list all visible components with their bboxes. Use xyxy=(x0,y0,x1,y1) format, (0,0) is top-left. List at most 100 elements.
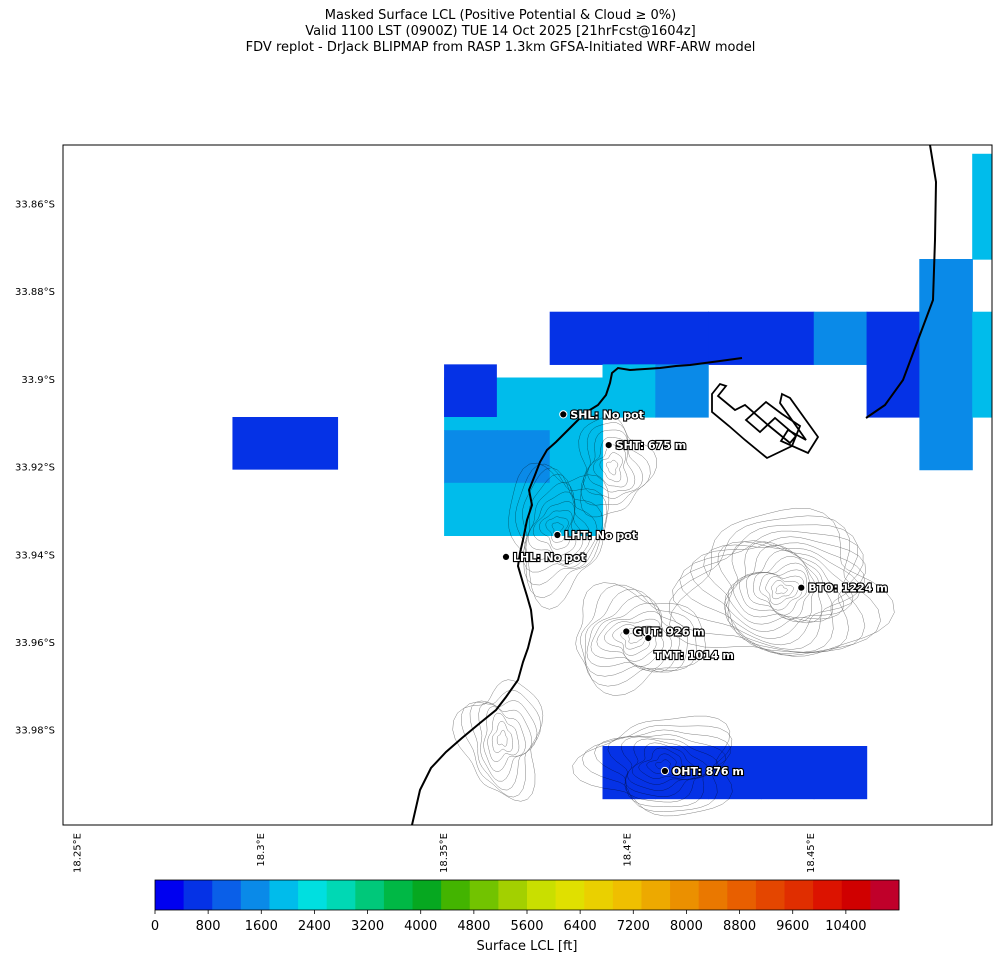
terrain-contour xyxy=(469,700,538,791)
colorbar-tick-label: 7200 xyxy=(617,919,650,934)
map-area[interactable] xyxy=(63,145,1001,962)
lcl-cell xyxy=(444,430,498,484)
colorbar-swatch xyxy=(641,880,671,910)
lcl-cell xyxy=(814,957,867,962)
terrain-contour xyxy=(515,463,608,599)
colorbar-swatch xyxy=(298,880,328,910)
colorbar-tick-label: 10400 xyxy=(825,919,866,934)
station-marker[interactable]: SHT: 675 m xyxy=(604,438,687,453)
lcl-cell xyxy=(655,957,708,962)
terrain-contour xyxy=(572,715,733,817)
lat-tick-label: 33.9°S xyxy=(21,375,55,386)
station-marker[interactable]: BTO: 1224 m xyxy=(797,581,889,596)
lcl-cell xyxy=(496,377,551,431)
station-dot xyxy=(660,766,670,776)
lon-tick-label: 18.3°E xyxy=(256,833,267,867)
harbour-basin xyxy=(779,392,820,455)
terrain-contour xyxy=(668,515,881,656)
terrain-contour xyxy=(496,729,508,747)
lcl-cell xyxy=(919,851,972,904)
colorbar-swatch xyxy=(383,880,414,910)
station-label: OHT: 876 m xyxy=(672,765,744,778)
colorbar-swatch xyxy=(355,880,385,910)
terrain-contour xyxy=(604,618,661,662)
terrain-contour xyxy=(717,541,861,646)
colorbar-swatch xyxy=(555,880,585,910)
lon-tick-label: 18.35°E xyxy=(439,833,450,873)
station-markers: SHL: No pot SHT: 675 m LHT: No pot LHL: No … xyxy=(501,407,889,779)
terrain-contour xyxy=(612,624,657,656)
terrain-contour xyxy=(723,540,854,640)
east-coastline xyxy=(865,145,938,419)
colorbar-swatch xyxy=(441,880,471,910)
station-label: LHT: No pot xyxy=(564,529,637,542)
colorbar-swatch xyxy=(469,880,499,910)
lcl-cell xyxy=(813,746,868,800)
terrain-contour xyxy=(646,753,678,776)
station-label: TMT: 1014 m xyxy=(654,649,734,662)
lat-tick-label: 33.92°S xyxy=(15,463,55,474)
colorbar-swatch xyxy=(155,880,185,910)
terrain-contour xyxy=(746,562,812,620)
terrain-contour xyxy=(581,725,733,812)
colorbar-swatch xyxy=(870,880,900,910)
terrain-contour xyxy=(669,507,895,657)
lcl-cell xyxy=(867,904,920,957)
terrain-contour xyxy=(452,679,544,802)
lcl-cell xyxy=(708,311,815,365)
terrain-contour xyxy=(580,584,697,687)
terrain-contour xyxy=(575,582,706,696)
terrain-contour xyxy=(703,542,865,650)
terrain-contour xyxy=(690,536,866,653)
terrain-contour xyxy=(487,712,520,762)
station-marker[interactable]: TMT: 1014 m xyxy=(644,634,735,663)
station-label: SHL: No pot xyxy=(570,408,644,421)
lcl-cell xyxy=(496,430,551,484)
lcl-cell xyxy=(444,364,497,417)
colorbar-swatch xyxy=(755,880,786,910)
lcl-cell xyxy=(655,364,709,418)
station-marker[interactable]: OHT: 876 m xyxy=(660,764,745,779)
lcl-cell xyxy=(813,311,868,365)
terrain-contour xyxy=(627,632,643,644)
station-marker[interactable]: SHL: No pot xyxy=(559,407,645,422)
station-dot xyxy=(501,552,511,562)
terrain-contour xyxy=(753,569,808,616)
station-marker[interactable]: LHL: No pot xyxy=(501,550,587,565)
station-marker[interactable]: GUT: 926 m xyxy=(622,624,706,640)
colorbar-swatch xyxy=(269,880,299,910)
colorbar-swatch xyxy=(498,880,528,910)
terrain-contour xyxy=(584,589,688,677)
lcl-grid-cells xyxy=(232,153,1001,962)
lat-tick-label: 33.94°S xyxy=(15,550,55,561)
lat-tick-label: 33.88°S xyxy=(15,287,55,298)
terrain-contour xyxy=(478,702,532,782)
map-title-line2: Valid 1100 LST (0900Z) TUE 14 Oct 2025 [… xyxy=(305,24,696,39)
lcl-cell xyxy=(972,904,1001,957)
station-marker[interactable]: LHT: No pot xyxy=(553,528,638,543)
terrain-contour xyxy=(461,689,542,798)
harbour-breakwater xyxy=(711,382,802,460)
map-frame xyxy=(62,144,993,826)
terrain-contour xyxy=(596,611,664,667)
terrain-contour xyxy=(775,584,788,595)
terrain-contour xyxy=(631,742,699,785)
lon-tick-label: 18.45°E xyxy=(806,833,817,873)
colorbar-tick-label: 3200 xyxy=(351,919,384,934)
lcl-cell xyxy=(549,311,709,365)
terrain-contour xyxy=(522,473,598,573)
terrain-contour xyxy=(508,462,610,610)
colorbar-tick-label: 800 xyxy=(196,919,221,934)
station-dot xyxy=(797,583,806,592)
lat-tick-label: 33.98°S xyxy=(15,726,55,737)
colorbar-swatch xyxy=(841,880,871,910)
lcl-cell xyxy=(919,957,972,962)
longitude-axis: 18.25°E 18.3°E 18.35°E 18.4°E 18.45°E xyxy=(72,833,817,873)
terrain-contour xyxy=(532,501,577,556)
colorbar-tick-label: 8000 xyxy=(670,919,703,934)
lcl-cell xyxy=(232,417,339,470)
coastline xyxy=(411,145,938,825)
colorbar-swatch xyxy=(183,880,213,910)
station-label: SHT: 675 m xyxy=(616,439,687,452)
